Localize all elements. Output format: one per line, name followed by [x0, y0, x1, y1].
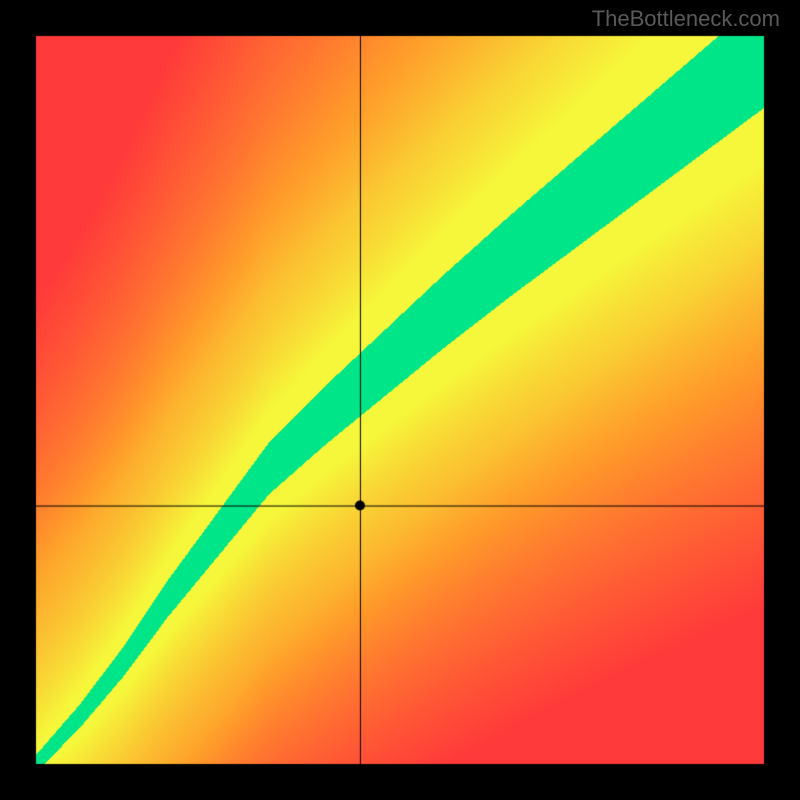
watermark-text: TheBottleneck.com — [592, 6, 780, 32]
bottleneck-heatmap — [0, 0, 800, 800]
